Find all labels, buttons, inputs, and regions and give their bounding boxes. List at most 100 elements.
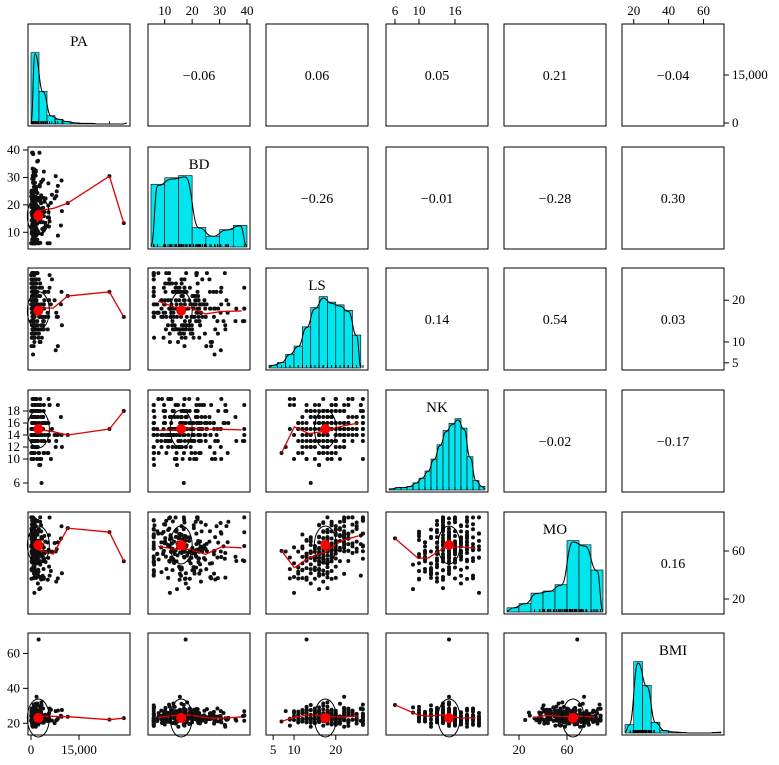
scatter-MO-vs-LS-point xyxy=(360,556,365,561)
scatter-NK-vs-LS-point xyxy=(360,397,365,401)
scatter-MO-vs-NK-point xyxy=(459,524,463,529)
pa-bottom-tick-label: 15,000 xyxy=(61,742,97,757)
scatter-MO-vs-LS-point xyxy=(358,573,363,578)
scatter-LS-vs-BD-point xyxy=(221,319,226,324)
scatter-NK-vs-PA-centroid xyxy=(33,424,44,434)
scatter-NK-vs-BD-point xyxy=(242,427,247,431)
scatter-MO-vs-NK-point xyxy=(477,547,481,552)
scatter-LS-vs-PA-point xyxy=(53,348,58,353)
scatter-LS-vs-BD-point xyxy=(190,331,195,336)
scatter-NK-vs-LS-point xyxy=(312,457,317,461)
scatter-NK-vs-LS-point xyxy=(308,445,313,449)
scatter-NK-vs-BD-point xyxy=(180,433,185,437)
scatter-LS-vs-BD-point xyxy=(222,271,227,276)
panel-frame-PA-LS xyxy=(265,23,369,127)
scatter-NK-vs-BD-point xyxy=(197,421,202,425)
scatter-MO-vs-NK-point xyxy=(423,540,427,545)
corr-PA-MO: 0.21 xyxy=(543,69,568,84)
scatter-LS-vs-PA-point xyxy=(59,289,64,294)
scatter-MO-vs-BD-point xyxy=(166,527,171,532)
scatter-BMI-vs-LS-point xyxy=(304,704,309,709)
scatter-NK-vs-BD-point xyxy=(182,439,187,443)
scatter-BMI-vs-NK-point xyxy=(471,722,475,727)
scatter-NK-vs-LS-point xyxy=(321,397,326,401)
scatter-MO-vs-NK-smooth-line xyxy=(394,537,476,559)
scatter-BD-vs-PA-point xyxy=(33,168,38,173)
scatter-BD-vs-PA-point xyxy=(29,210,34,215)
scatter-NK-vs-BD-point xyxy=(151,451,156,455)
scatter-BMI-vs-LS-point xyxy=(300,710,305,715)
scatter-MO-vs-NK-point xyxy=(453,552,457,557)
scatter-NK-vs-LS-point xyxy=(337,457,342,461)
scatter-LS-vs-BD-point xyxy=(184,271,189,276)
scatter-MO-vs-NK-point xyxy=(459,581,463,586)
scatter-LS-vs-BD-correlation-ellipse xyxy=(169,291,193,331)
corr-MO-BMI: 0.16 xyxy=(661,557,686,572)
scatter-MO-vs-PA-point xyxy=(42,534,47,539)
scatter-BMI-vs-LS-point xyxy=(312,716,317,721)
pa-bottom-tick-label: 0 xyxy=(28,742,35,757)
panel-frame-BMI-BD xyxy=(147,632,251,736)
scatter-NK-vs-PA-point xyxy=(29,457,34,461)
scatter-LS-vs-BD-point xyxy=(191,302,196,307)
scatter-MO-vs-NK-point xyxy=(447,571,451,576)
scatter-MO-vs-LS-point xyxy=(350,541,355,546)
bmi-left-tick-label: 40 xyxy=(7,680,20,695)
scatter-BMI-vs-LS-point xyxy=(304,707,309,712)
scatter-MO-vs-BD-point xyxy=(167,558,172,563)
scatter-MO-vs-PA-point xyxy=(32,575,37,580)
scatter-BMI-vs-MO-point xyxy=(586,712,591,717)
panel-frame-BD-MO xyxy=(503,146,607,250)
scatter-BMI-vs-MO-point xyxy=(563,710,568,715)
scatter-BMI-vs-BD-point xyxy=(151,723,156,728)
scatter-BMI-vs-LS-point xyxy=(346,720,351,725)
scatter-BD-vs-PA-point xyxy=(35,159,40,164)
scatter-BMI-vs-NK-point xyxy=(453,721,457,726)
scatter-MO-vs-LS-point xyxy=(325,575,330,580)
scatter-MO-vs-LS-point xyxy=(350,544,355,549)
scatter-NK-vs-LS-point xyxy=(296,439,301,443)
scatter-BMI-vs-PA-point xyxy=(36,722,41,727)
scatter-NK-vs-BD-point xyxy=(199,415,204,419)
scatter-MO-vs-PA-point xyxy=(39,577,44,582)
scatter-MO-vs-PA-point xyxy=(45,540,50,545)
scatter-MO-vs-BD-point xyxy=(192,571,197,576)
scatter-MO-vs-NK-point xyxy=(471,548,475,553)
bd-top-tick-label: 40 xyxy=(241,3,254,18)
scatter-MO-vs-LS-point xyxy=(342,515,347,520)
scatter-LS-vs-BD-point xyxy=(172,327,177,332)
scatter-BD-vs-PA-point xyxy=(30,150,35,155)
scatter-BD-vs-PA-centroid xyxy=(33,210,44,221)
scatter-LS-vs-PA-point xyxy=(45,327,50,332)
scatter-NK-vs-BD-point xyxy=(181,481,186,485)
scatter-NK-vs-LS-point xyxy=(342,409,347,413)
scatter-NK-vs-LS-point xyxy=(329,457,334,461)
scatter-BMI-vs-LS-point xyxy=(304,720,309,725)
scatter-MO-vs-LS-point xyxy=(342,519,347,524)
scatter-LS-vs-BD-point xyxy=(187,327,192,332)
scatter-NK-vs-LS-point xyxy=(350,397,355,401)
scatter-MO-vs-LS-point xyxy=(308,539,313,544)
scatter-LS-vs-BD-point xyxy=(179,314,184,319)
scatter-MO-vs-NK-point xyxy=(471,522,475,527)
corr-LS-NK: 0.14 xyxy=(425,313,450,328)
scatter-NK-vs-LS-point xyxy=(325,439,330,443)
axes-layer: 10 20 30 40 6 10 16 20 40 600 15,000 5 10 20 20 6010203… xyxy=(7,3,768,757)
scatter-BMI-vs-BD-point xyxy=(151,712,156,717)
scatter-MO-vs-LS-point xyxy=(342,540,347,545)
scatter-LS-vs-PA-point xyxy=(36,331,41,336)
scatter-MO-vs-BD-point xyxy=(199,529,204,534)
scatter-NK-vs-PA-point xyxy=(29,433,34,437)
scatter-MO-vs-PA-point xyxy=(31,532,36,537)
scatter-MO-vs-BD-point xyxy=(173,529,178,534)
nk-left-tick-label: 10 xyxy=(7,451,20,466)
scatter-BD-vs-PA-correlation-ellipse xyxy=(26,196,50,236)
scatter-MO-vs-BD-point xyxy=(183,534,188,539)
scatter-MO-vs-LS-point xyxy=(346,542,351,547)
pa-right-tick-label: 15,000 xyxy=(732,67,768,82)
ls-right-tick-label: 10 xyxy=(732,334,745,349)
scatter-NK-vs-LS-point xyxy=(321,421,326,425)
scatter-MO-vs-LS-centroid xyxy=(320,540,331,550)
scatter-MO-vs-LS-point xyxy=(329,541,334,546)
scatter-LS-vs-BD-point xyxy=(190,327,195,332)
